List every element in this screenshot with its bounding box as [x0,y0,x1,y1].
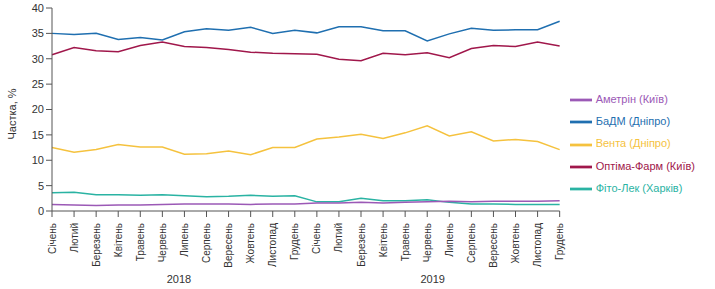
svg-text:Березень: Березень [356,223,367,267]
svg-text:Січень: Січень [47,223,58,254]
svg-text:2018: 2018 [167,273,191,285]
svg-text:Частка, %: Частка, % [8,88,18,139]
svg-text:15: 15 [32,129,44,141]
svg-text:35: 35 [32,27,44,39]
svg-text:Липень: Липень [179,223,190,257]
svg-text:Липень: Липень [444,223,455,257]
svg-text:Лютий: Лютий [69,223,80,253]
svg-text:Червень: Червень [157,223,168,262]
html-text:БаДМ (Дніпро): БаДМ (Дніпро) [595,115,671,128]
svg-text:Квітень: Квітень [378,223,389,257]
svg-text:25: 25 [32,78,44,90]
svg-text:Січень: Січень [311,223,322,254]
svg-text:5: 5 [38,180,44,192]
svg-text:Травень: Травень [135,223,146,261]
svg-text:Квітень: Квітень [113,223,124,257]
svg-text:Листопад: Листопад [267,223,278,267]
html-text:Фіто-Лек (Харків): Фіто-Лек (Харків) [595,181,683,194]
svg-text:Травень: Травень [400,223,411,261]
svg-text:Лютий: Лютий [333,223,344,253]
svg-text:10: 10 [32,154,44,166]
svg-text:Листопад: Листопад [532,223,543,267]
svg-text:Грудень: Грудень [554,223,565,260]
svg-text:Грудень: Грудень [289,223,300,260]
html-text:Оптіма-Фарм (Київ): Оптіма-Фарм (Київ) [595,159,695,172]
svg-text:30: 30 [32,53,44,65]
svg-text:Жовтень: Жовтень [245,223,256,264]
svg-text:40: 40 [32,2,44,14]
svg-text:20: 20 [32,103,44,115]
svg-text:Вересень: Вересень [223,223,234,268]
svg-text:Червень: Червень [422,223,433,262]
html-text:Аметрін (Київ): Аметрін (Київ) [595,93,668,106]
svg-text:2019: 2019 [421,273,445,285]
svg-text:Серпень: Серпень [201,223,212,263]
svg-text:Серпень: Серпень [466,223,477,263]
html-text:Вента (Дніпро): Вента (Дніпро) [595,137,671,150]
svg-text:Вересень: Вересень [488,223,499,268]
svg-text:Жовтень: Жовтень [510,223,521,264]
svg-text:0: 0 [38,205,44,217]
svg-text:Березень: Березень [91,223,102,267]
